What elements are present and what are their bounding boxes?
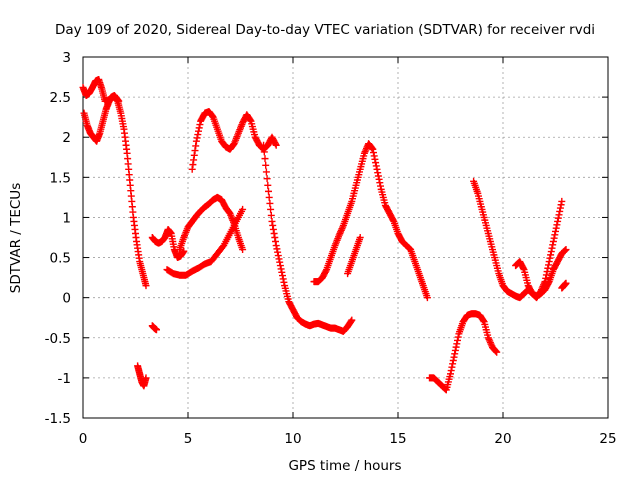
x-tick-label: 5 <box>184 431 193 447</box>
y-tick-label: -0.5 <box>45 331 71 347</box>
data-point <box>239 205 247 213</box>
data-point <box>562 246 570 254</box>
data-point <box>260 148 268 156</box>
y-tick-labels: -1.5 -1 -0.5 0 0.5 1 1.5 2 2.5 3 <box>45 50 71 427</box>
data-point <box>261 155 269 163</box>
data-point <box>192 137 200 145</box>
x-tick-labels: 0 5 10 15 20 25 <box>79 431 617 447</box>
data-point <box>196 121 204 129</box>
series-arc-b <box>80 93 123 145</box>
data-point <box>558 197 566 205</box>
x-tick-label: 10 <box>284 431 301 447</box>
y-tick-label: 2.5 <box>50 90 71 106</box>
series-arc-g <box>176 193 247 254</box>
series-arc-c <box>134 362 150 390</box>
data-point <box>153 326 160 334</box>
y-axis-label: SDTVAR / TECUs <box>8 183 24 293</box>
y-tick-label: 1.5 <box>50 170 71 186</box>
data-point <box>423 294 431 302</box>
y-tick-label: 3 <box>62 50 71 66</box>
series-arc-i <box>260 141 356 335</box>
series-arc-l <box>426 310 501 394</box>
y-tick-label: -1.5 <box>45 411 71 427</box>
data-point <box>562 279 570 287</box>
data-point <box>262 168 270 176</box>
axis-ticks <box>82 56 609 419</box>
y-tick-label: -1 <box>58 371 71 387</box>
data-point <box>142 282 150 290</box>
data-point <box>239 246 247 254</box>
data-points <box>79 75 570 394</box>
data-point <box>348 316 356 324</box>
data-point <box>493 348 501 356</box>
y-tick-label: 0 <box>62 291 71 307</box>
data-point <box>266 199 274 207</box>
series-arc-e <box>148 225 188 262</box>
data-point <box>265 193 273 201</box>
x-tick-label: 20 <box>494 431 511 447</box>
y-tick-label: 1 <box>62 210 71 226</box>
data-point <box>264 181 272 189</box>
data-point <box>189 161 197 169</box>
x-tick-label: 0 <box>79 431 88 447</box>
data-point <box>265 187 272 195</box>
y-tick-label: 2 <box>62 130 71 146</box>
data-point <box>115 97 123 105</box>
y-tick-label: 0.5 <box>50 251 71 267</box>
data-point <box>262 161 270 169</box>
data-point <box>356 234 364 241</box>
series-arc-k <box>344 234 364 278</box>
series-arc-f <box>163 205 247 279</box>
data-point <box>180 247 188 255</box>
series-arc-j <box>310 140 431 302</box>
data-point <box>272 141 280 149</box>
data-point <box>267 211 275 219</box>
series-arc-o <box>558 279 570 292</box>
data-point <box>267 205 275 213</box>
series-arc-d <box>148 322 160 334</box>
x-tick-label: 25 <box>599 431 616 447</box>
data-point <box>260 141 268 149</box>
plot-frame <box>82 56 609 419</box>
x-tick-label: 15 <box>389 431 406 447</box>
data-point <box>142 374 150 382</box>
chart-title: Day 109 of 2020, Sidereal Day-to-day VTE… <box>55 22 595 38</box>
series-arc-n <box>512 246 570 300</box>
x-axis-label: GPS time / hours <box>288 458 401 474</box>
data-point <box>263 175 271 183</box>
